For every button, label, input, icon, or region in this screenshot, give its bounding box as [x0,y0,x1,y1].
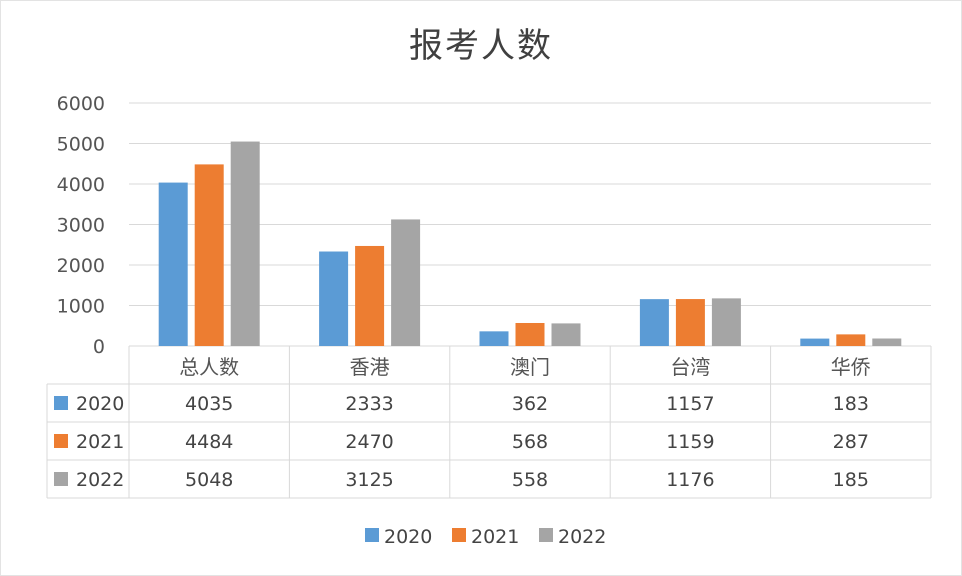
category-label: 台湾 [670,355,710,379]
data-cell: 4484 [185,431,233,453]
category-label: 总人数 [179,355,239,379]
bar-2022-4 [872,338,902,346]
data-cell: 185 [833,469,869,491]
legend-label: 2020 [384,526,432,548]
data-cell: 287 [833,431,869,453]
bar-2020-0 [158,182,188,346]
y-tick-label: 4000 [57,174,105,196]
y-tick-label: 0 [93,336,105,358]
bar-2021-4 [836,334,866,346]
y-tick-label: 3000 [57,215,105,237]
bar-2022-1 [391,219,421,346]
bar-2020-2 [479,331,509,346]
data-cell: 2470 [345,431,393,453]
bar-2020-4 [800,338,830,346]
y-tick-label: 6000 [57,93,105,115]
series-name: 2021 [76,431,124,453]
series-key-2022 [54,472,68,486]
y-tick-label: 1000 [57,296,105,318]
legend-swatch-2021 [452,528,466,542]
data-cell: 558 [512,469,548,491]
series-key-2021 [54,434,68,448]
data-cell: 568 [512,431,548,453]
data-cell: 362 [512,393,548,415]
series-name: 2022 [76,469,124,491]
bar-2021-2 [515,322,545,346]
data-cell: 183 [833,393,869,415]
data-cell: 3125 [345,469,393,491]
y-tick-label: 2000 [57,255,105,277]
data-cell: 1176 [666,469,714,491]
legend-swatch-2022 [539,528,553,542]
legend-label: 2021 [471,526,519,548]
bar-2022-2 [551,323,581,346]
category-label: 华侨 [831,355,871,379]
series-key-2020 [54,396,68,410]
data-cell: 4035 [185,393,233,415]
chart-title: 报考人数 [409,26,553,66]
bar-2021-0 [194,164,224,346]
data-cell: 1157 [666,393,714,415]
y-tick-label: 5000 [57,134,105,156]
bar-2020-3 [639,299,669,346]
legend-swatch-2020 [365,528,379,542]
series-name: 2020 [76,393,124,415]
bar-2021-1 [355,245,385,346]
data-cell: 2333 [345,393,393,415]
data-cell: 1159 [666,431,714,453]
bar-2022-3 [711,298,741,346]
data-cell: 5048 [185,469,233,491]
bar-2021-3 [675,299,705,346]
bar-2022-0 [230,141,260,346]
category-label: 香港 [350,355,390,379]
legend-label: 2022 [558,526,606,548]
bar-2020-1 [319,251,349,346]
category-label: 澳门 [510,355,550,379]
